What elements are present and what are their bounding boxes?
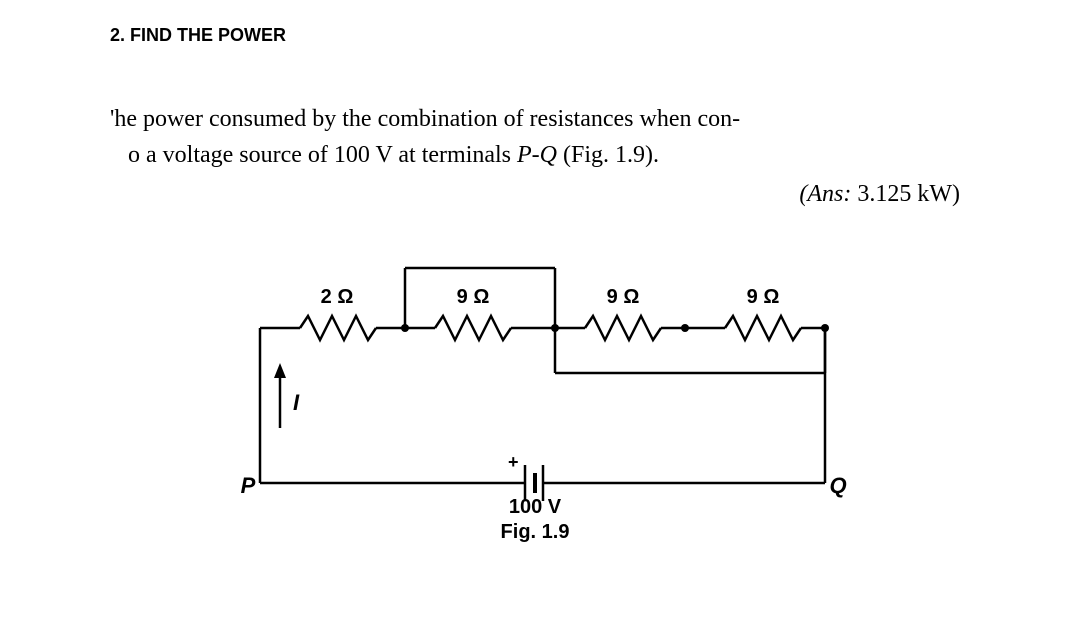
answer-value: 3.125 kW	[857, 181, 952, 207]
terminal-p: P	[241, 473, 256, 498]
problem-line2: o a voltage source of 100 V at terminals	[128, 142, 517, 168]
circuit-svg: 2 Ω 9 Ω 9 Ω 9 Ω	[225, 233, 855, 543]
answer-suffix: )	[952, 181, 960, 207]
answer-prefix: (Ans:	[799, 181, 857, 207]
r1-label: 2 Ω	[321, 286, 354, 308]
current-label: I	[293, 390, 300, 415]
question-title: FIND THE POWER	[130, 25, 286, 45]
r2-label: 9 Ω	[457, 286, 490, 308]
answer-line: (Ans: 3.125 kW)	[110, 181, 970, 208]
problem-container: 2. FIND THE POWER 'he power consumed by …	[0, 0, 1080, 633]
r3-label: 9 Ω	[607, 286, 640, 308]
problem-line2-suffix: (Fig. 1.9).	[557, 142, 659, 168]
voltage-label: 100 V	[509, 496, 562, 518]
figure-label: Fig. 1.9	[501, 521, 570, 543]
problem-line1: 'he power consumed by the combination of…	[110, 106, 740, 132]
problem-text: 'he power consumed by the combination of…	[110, 101, 970, 173]
question-number: 2.	[110, 25, 125, 45]
polarity-plus: +	[508, 452, 519, 472]
problem-line2-italic: P-Q	[517, 142, 557, 168]
circuit-diagram: 2 Ω 9 Ω 9 Ω 9 Ω	[225, 233, 855, 543]
question-header: 2. FIND THE POWER	[110, 25, 970, 46]
r4-label: 9 Ω	[747, 286, 780, 308]
terminal-q: Q	[829, 473, 846, 498]
